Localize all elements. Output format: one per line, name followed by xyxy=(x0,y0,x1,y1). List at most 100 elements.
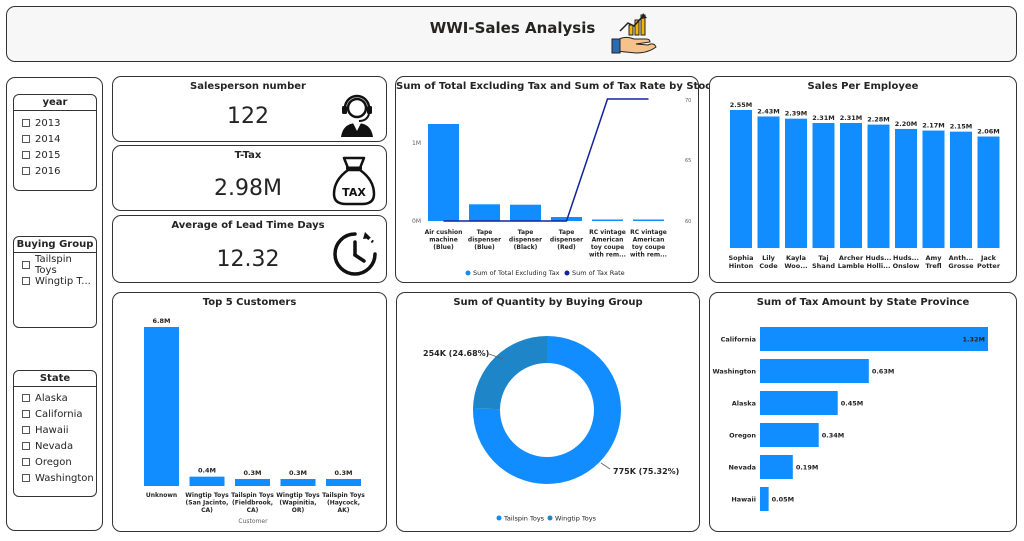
tax-bag-icon: TAX xyxy=(332,156,376,206)
y-tick-label: Alaska xyxy=(732,400,756,408)
y-tick-label: Nevada xyxy=(728,464,756,472)
data-label: 2.31M xyxy=(812,114,835,122)
data-label: 0.3M xyxy=(335,469,353,477)
checkbox-icon[interactable] xyxy=(22,474,30,482)
x-tick-label: Tailspin Toys (Haycock, AK) xyxy=(322,492,365,514)
data-label: 2.43M xyxy=(757,107,780,115)
data-label: 0.34M xyxy=(822,432,845,440)
data-label: 0.63M xyxy=(872,368,895,376)
legend-label: Wingtip Toys xyxy=(555,515,597,523)
data-label: 2.20M xyxy=(895,120,918,128)
y-tick-label: Hawaii xyxy=(731,496,756,504)
customer-chart-card[interactable]: Top 5 Customers 6.8M Unknown 0.4M Wingtip T… xyxy=(112,292,387,532)
state-option-label: Nevada xyxy=(35,440,74,452)
state-option[interactable]: Oregon xyxy=(14,454,96,470)
bar xyxy=(977,136,1000,248)
header-banner: WWI-Sales Analysis xyxy=(6,6,1017,62)
x-tick-label: Huds... Holli... xyxy=(866,254,892,270)
checkbox-icon[interactable] xyxy=(22,458,30,466)
bar xyxy=(760,487,769,511)
checkbox-icon[interactable] xyxy=(22,119,30,127)
buying-group-slicer-items: Tailspin Toys Wingtip T... xyxy=(14,253,96,289)
bar xyxy=(592,219,623,221)
checkbox-icon[interactable] xyxy=(22,167,30,175)
kpi-card-lead-time[interactable]: Average of Lead Time Days 12.32 xyxy=(112,215,387,283)
data-label: 0.45M xyxy=(841,400,864,408)
y-tick-label: Washington xyxy=(712,368,756,376)
bar xyxy=(144,327,179,486)
data-label: 2.28M xyxy=(867,116,890,124)
state-option[interactable]: Hawaii xyxy=(14,422,96,438)
buying-group-option-label: Wingtip T... xyxy=(35,275,91,287)
checkbox-icon[interactable] xyxy=(22,135,30,143)
kpi-title: T-Tax xyxy=(234,150,262,161)
data-label: 0.05M xyxy=(772,496,795,504)
bar xyxy=(760,423,819,447)
state-option-label: Alaska xyxy=(35,392,68,404)
chart-title: Sum of Quantity by Buying Group xyxy=(453,297,643,308)
checkbox-icon[interactable] xyxy=(22,442,30,450)
bar xyxy=(235,478,270,486)
year-option[interactable]: 2014 xyxy=(14,131,96,147)
x-tick-label: RC vintage American toy coupe with rem... xyxy=(630,229,667,259)
bar xyxy=(280,478,316,486)
x-tick-label: Tape dispenser (Red) xyxy=(550,229,583,251)
x-tick-label: Air cushion machine (Blue) xyxy=(425,229,463,251)
kpi-value: 12.32 xyxy=(216,247,280,272)
kpi-card-tax[interactable]: T-Tax 2.98M TAX xyxy=(112,145,387,211)
employee-chart-card[interactable]: Sales Per Employee 2.55M Sophia Hinton 2.43… xyxy=(709,76,1017,283)
legend-label: Sum of Total Excluding Tax xyxy=(473,269,560,277)
state-chart-card[interactable]: Sum of Tax Amount by State Province Cali… xyxy=(709,292,1017,532)
checkbox-icon[interactable] xyxy=(22,394,30,402)
y-tick-label: 1M xyxy=(412,140,421,147)
bar xyxy=(760,359,869,383)
y2-tick-label: 70 xyxy=(685,98,691,104)
state-slicer-items: Alaska California Hawaii Nevada Oregon W… xyxy=(14,387,96,486)
x-tick-label: Tape dispenser (Blue) xyxy=(468,229,501,251)
buying-group-donut-chart: 254K (24.68%) 775K (75.32%) Tailspin Toys W… xyxy=(423,336,679,523)
state-option[interactable]: Alaska xyxy=(14,390,96,406)
donut-slice xyxy=(472,336,621,484)
legend-label: Tailspin Toys xyxy=(503,515,545,523)
year-option[interactable]: 2013 xyxy=(14,115,96,131)
buying-group-option[interactable]: Wingtip T... xyxy=(14,273,96,289)
x-tick-label: Lily Code xyxy=(759,254,778,270)
leader-line xyxy=(488,353,504,360)
state-option[interactable]: Nevada xyxy=(14,438,96,454)
year-option-label: 2013 xyxy=(35,117,61,129)
bar xyxy=(840,122,862,248)
x-tick-label: RC vintage American toy coupe with rem... xyxy=(589,229,626,259)
x-tick-label: Anth... Grosse xyxy=(948,254,974,270)
bar xyxy=(760,327,988,351)
checkbox-icon[interactable] xyxy=(22,426,30,434)
legend-marker xyxy=(496,515,502,521)
buying-group-chart-card[interactable]: Sum of Quantity by Buying Group 254K (24… xyxy=(396,292,700,532)
x-tick-label: Tailspin Toys (Fieldbrook, CA) xyxy=(231,492,274,514)
bar xyxy=(785,118,807,248)
bar xyxy=(189,476,225,486)
chart-title: Top 5 Customers xyxy=(202,297,297,308)
year-option[interactable]: 2016 xyxy=(14,163,96,179)
buying-group-option[interactable]: Tailspin Toys xyxy=(14,254,96,276)
bar xyxy=(757,116,780,249)
year-option-label: 2014 xyxy=(35,133,61,145)
bar xyxy=(510,204,541,221)
checkbox-icon[interactable] xyxy=(22,261,30,269)
state-option[interactable]: California xyxy=(14,406,96,422)
state-option-label: Hawaii xyxy=(35,424,69,436)
checkbox-icon[interactable] xyxy=(22,277,30,285)
kpi-card-salesperson[interactable]: Salesperson number 122 xyxy=(112,76,387,142)
bar xyxy=(867,124,890,248)
y-tick-label: 0M xyxy=(412,218,421,225)
year-slicer-items: 2013 2014 2015 2016 xyxy=(14,111,96,179)
leader-line xyxy=(600,462,611,470)
year-option[interactable]: 2015 xyxy=(14,147,96,163)
state-option[interactable]: Washington xyxy=(14,470,96,486)
x-tick-label: Unknown xyxy=(146,492,177,499)
data-label: 1.32M xyxy=(962,336,985,344)
checkbox-icon[interactable] xyxy=(22,151,30,159)
tax-rate-line xyxy=(443,98,649,222)
stock-item-chart-card[interactable]: Sum of Total Excluding Tax and Sum of Ta… xyxy=(395,76,747,283)
state-slicer: State Alaska California Hawaii Nevada Or… xyxy=(13,370,97,497)
checkbox-icon[interactable] xyxy=(22,410,30,418)
